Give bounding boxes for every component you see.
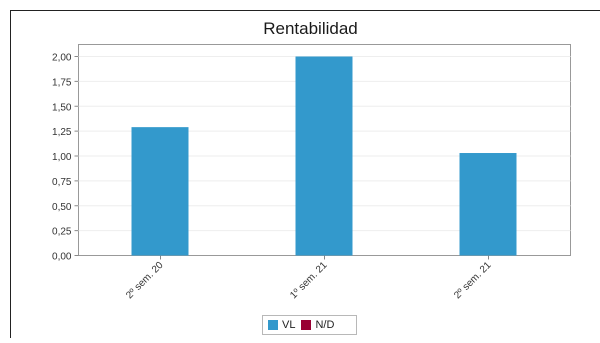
- legend-label-vl: VL: [282, 319, 295, 331]
- y-tick-label: 1,00: [52, 152, 72, 163]
- y-tick-label: 0,50: [52, 202, 72, 213]
- legend-item-vl: VL: [268, 319, 295, 331]
- bar-vl: [132, 127, 189, 255]
- bar-vl: [460, 153, 517, 255]
- y-tick-label: 0,25: [52, 227, 72, 238]
- y-tick-label: 1,25: [52, 127, 72, 138]
- y-tick-label: 1,75: [52, 77, 72, 88]
- x-tick-label: 1º sem. 21: [288, 260, 330, 302]
- y-tick-label: 2,00: [52, 53, 72, 64]
- legend-label-nd: N/D: [315, 319, 334, 331]
- bar-vl: [296, 57, 353, 256]
- legend-item-nd: N/D: [301, 319, 334, 331]
- x-tick-label: 2º sem. 21: [452, 260, 494, 302]
- legend: VL N/D: [262, 315, 357, 335]
- y-tick-label: 0,00: [52, 252, 72, 263]
- legend-swatch-vl: [268, 320, 278, 330]
- legend-swatch-nd: [301, 320, 311, 330]
- y-tick-label: 1,50: [52, 102, 72, 113]
- x-tick-labels: 2º sem. 20 1º sem. 21 2º sem. 21: [124, 260, 494, 302]
- y-tick-labels: 0,00 0,25 0,50 0,75 1,00 1,25 1,50 1,75 2,00: [52, 53, 72, 263]
- x-tick-label: 2º sem. 20: [124, 260, 166, 302]
- chart-title: Rentabilidad: [0, 19, 600, 39]
- y-tick-label: 0,75: [52, 177, 72, 188]
